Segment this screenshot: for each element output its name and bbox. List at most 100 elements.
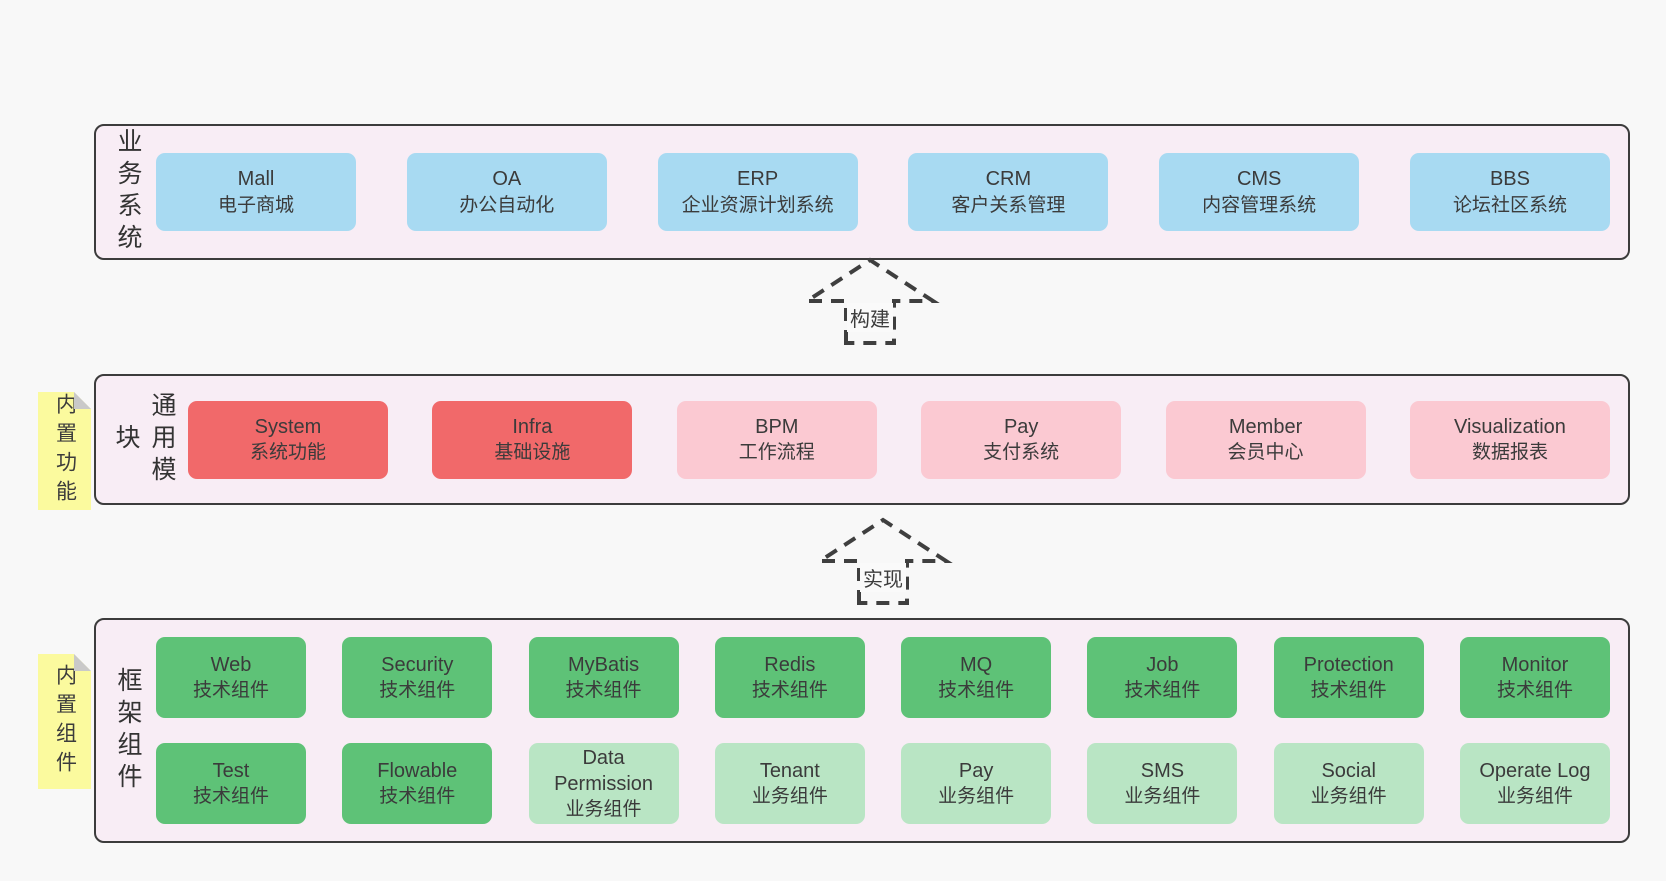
panel-framework-body: 框架组件 Web 技术组件 Security 技术组件 MyBatis 技术组件 Redis…: [96, 620, 1628, 841]
module-name-en: Redis: [764, 653, 816, 676]
module-row: Mall 电子商城 OA 办公自动化 ERP 企业资源计划系统 CRM 客户关系管理 CMS 内容…: [156, 153, 1610, 231]
module-name-zh: 支付系统: [983, 442, 1060, 464]
module-box-bbs: BBS 论坛社区系统: [1409, 153, 1610, 231]
business-boxes-area: Mall 电子商城 OA 办公自动化 ERP 企业资源计划系统 CRM 客户关系管理 CMS 内容…: [156, 126, 1610, 258]
sticky-note-built-in-features-label: 内置功能: [53, 393, 77, 509]
module-name-zh: 论坛社区系统: [1452, 194, 1567, 216]
module-name-en: Data Permission: [554, 746, 654, 795]
module-name-en: Web: [210, 653, 252, 676]
arrow-build: 构建: [800, 257, 940, 345]
module-name-zh: 系统功能: [249, 442, 326, 464]
sticky-note-built-in-features: 内置功能: [38, 392, 91, 510]
module-box-security: Security 技术组件: [342, 637, 493, 718]
dashed-up-arrow-icon: [800, 257, 940, 345]
module-name-zh: 技术组件: [1496, 680, 1573, 702]
module-name-zh: 企业资源计划系统: [681, 194, 834, 216]
panel-modules-label: 通用模块: [112, 391, 176, 488]
sticky-note-built-in-components-label: 内置组件: [53, 663, 77, 780]
module-name-en: BPM: [755, 415, 799, 438]
module-name-zh: 技术组件: [192, 786, 269, 808]
module-name-en: Protection: [1303, 653, 1394, 676]
module-box-bpm: BPM 工作流程: [676, 400, 877, 479]
module-name-zh: 技术组件: [751, 680, 828, 702]
module-row: Web 技术组件 Security 技术组件 MyBatis 技术组件 Redis 技术组件 M…: [156, 637, 1610, 718]
module-name-zh: 技术组件: [379, 786, 456, 808]
module-box-crm: CRM 客户关系管理: [908, 153, 1109, 231]
module-name-en: Security: [381, 653, 454, 676]
module-box-member: Member 会员中心: [1165, 400, 1366, 479]
module-box-pay: Pay 支付系统: [921, 400, 1122, 479]
module-name-zh: 电子商城: [217, 194, 294, 216]
module-name-zh: 内容管理系统: [1202, 194, 1317, 216]
module-row: Test 技术组件 Flowable 技术组件 Data Permission 业务组件 T…: [156, 743, 1610, 824]
panel-business-systems: 业务系统 Mall 电子商城 OA 办公自动化 ERP 企业资源计划系统 CRM 客户关系管理…: [94, 124, 1630, 260]
module-name-en: Tenant: [759, 759, 820, 782]
module-name-zh: 技术组件: [938, 680, 1015, 702]
dashed-up-arrow-icon: [813, 517, 953, 605]
module-box-erp: ERP 企业资源计划系统: [657, 153, 858, 231]
module-name-en: ERP: [737, 168, 779, 191]
module-name-en: CMS: [1236, 168, 1282, 191]
module-box-social: Social 业务组件: [1273, 743, 1424, 824]
module-name-en: BBS: [1489, 168, 1530, 191]
module-name-en: OA: [492, 168, 522, 191]
panel-business-body: 业务系统 Mall 电子商城 OA 办公自动化 ERP 企业资源计划系统 CRM 客户关系管理…: [96, 126, 1628, 258]
module-name-en: Visualization: [1453, 415, 1566, 438]
arrow-implement-label: 实现: [860, 563, 906, 592]
module-name-en: Social: [1321, 759, 1376, 782]
module-box-monitor: Monitor 技术组件: [1459, 637, 1610, 718]
module-box-job: Job 技术组件: [1087, 637, 1238, 718]
module-name-zh: 基础设施: [494, 442, 571, 464]
module-box-tenant: Tenant 业务组件: [714, 743, 865, 824]
module-name-en: Member: [1228, 415, 1303, 438]
module-name-zh: 业务组件: [1496, 786, 1573, 808]
module-name-en: MyBatis: [568, 653, 640, 676]
module-name-en: Test: [212, 759, 250, 782]
module-box-oa: OA 办公自动化: [406, 153, 607, 231]
module-box-system: System 系统功能: [188, 400, 388, 479]
module-name-en: Job: [1146, 653, 1179, 676]
sticky-note-built-in-components: 内置组件: [38, 654, 91, 789]
module-name-zh: 会员中心: [1227, 442, 1304, 464]
module-name-zh: 客户关系管理: [951, 194, 1066, 216]
module-name-zh: 技术组件: [192, 680, 269, 702]
module-box-pay: Pay 业务组件: [901, 743, 1052, 824]
arrow-build-label: 构建: [847, 303, 893, 332]
arrow-implement: 实现: [813, 517, 953, 605]
module-name-zh: 业务组件: [751, 786, 828, 808]
module-name-zh: 办公自动化: [459, 194, 555, 216]
module-name-en: Infra: [512, 415, 553, 438]
module-name-en: System: [254, 415, 322, 438]
module-name-en: Pay: [958, 759, 994, 782]
module-name-zh: 技术组件: [1310, 680, 1387, 702]
module-box-flowable: Flowable 技术组件: [342, 743, 493, 824]
module-name-en: Monitor: [1501, 653, 1569, 676]
module-box-web: Web 技术组件: [156, 637, 306, 718]
module-box-mall: Mall 电子商城: [156, 153, 356, 231]
module-name-en: Mall: [237, 168, 275, 191]
module-name-zh: 业务组件: [1310, 786, 1387, 808]
module-name-en: CRM: [985, 168, 1032, 191]
module-name-zh: 技术组件: [1124, 680, 1201, 702]
module-box-protection: Protection 技术组件: [1273, 637, 1424, 718]
module-box-visualization: Visualization 数据报表: [1409, 400, 1610, 479]
module-name-zh: 业务组件: [938, 786, 1015, 808]
module-name-zh: 业务组件: [565, 799, 642, 821]
modules-boxes-area: System 系统功能 Infra 基础设施 BPM 工作流程 Pay 支付系统 Member 会…: [188, 376, 1610, 503]
module-box-infra: Infra 基础设施: [432, 400, 633, 479]
module-row: System 系统功能 Infra 基础设施 BPM 工作流程 Pay 支付系统 Member 会…: [188, 400, 1610, 479]
module-name-en: Flowable: [377, 759, 458, 782]
framework-boxes-area: Web 技术组件 Security 技术组件 MyBatis 技术组件 Redis 技术组件 M…: [156, 620, 1610, 841]
panel-business-label: 业务系统: [114, 128, 142, 256]
module-box-operate-log: Operate Log 业务组件: [1459, 743, 1610, 824]
module-box-mybatis: MyBatis 技术组件: [528, 637, 679, 718]
module-name-en: SMS: [1140, 759, 1185, 782]
panel-framework-label: 框架组件: [114, 666, 142, 795]
module-box-redis: Redis 技术组件: [714, 637, 865, 718]
module-name-zh: 数据报表: [1471, 442, 1548, 464]
module-name-en: Operate Log: [1479, 759, 1591, 782]
module-box-data-permission: Data Permission 业务组件: [528, 743, 679, 824]
module-name-zh: 工作流程: [738, 442, 815, 464]
module-name-zh: 技术组件: [565, 680, 642, 702]
